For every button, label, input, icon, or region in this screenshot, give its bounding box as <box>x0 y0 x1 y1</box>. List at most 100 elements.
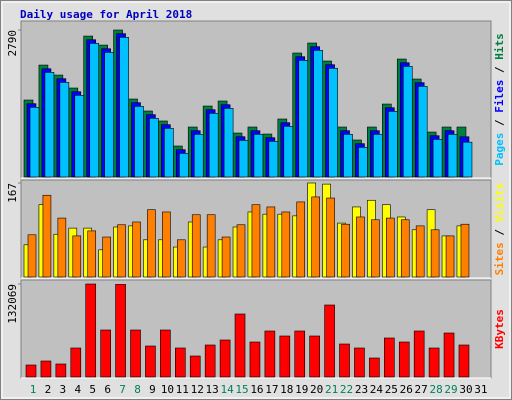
bar <box>443 332 455 378</box>
y-tick-label: 167 <box>6 183 19 203</box>
x-tick-label: 3 <box>60 383 67 396</box>
x-tick-label: 12 <box>191 383 204 396</box>
x-tick-label: 13 <box>206 383 219 396</box>
x-tick-label: 28 <box>429 383 442 396</box>
bar <box>413 330 425 378</box>
y-tick-label: 132069 <box>6 284 19 324</box>
bar <box>42 194 52 278</box>
legend-separator: / <box>493 113 506 133</box>
x-tick-label: 5 <box>89 383 96 396</box>
x-tick-label: 11 <box>176 383 189 396</box>
bar <box>369 357 380 378</box>
x-tick-label: 1 <box>30 383 37 396</box>
bar <box>104 52 114 178</box>
bar <box>130 329 141 378</box>
bar <box>400 219 410 278</box>
x-tick-label: 4 <box>74 383 81 396</box>
bar <box>458 344 470 378</box>
legend-entry: Sites <box>493 242 506 275</box>
x-tick-label: 19 <box>295 383 308 396</box>
bar <box>132 221 141 278</box>
bar <box>402 66 413 178</box>
x-tick-label: 22 <box>340 383 353 396</box>
bar <box>85 283 97 378</box>
bar <box>428 347 440 378</box>
bar <box>373 134 383 178</box>
bar <box>57 217 67 278</box>
bar <box>44 72 55 178</box>
bar <box>462 141 473 178</box>
legend-entry: KBytes <box>493 309 506 349</box>
bar <box>324 304 335 378</box>
legend-entry: Files <box>493 80 506 113</box>
bar <box>283 126 294 178</box>
bar <box>219 339 231 378</box>
x-tick-label: 9 <box>149 383 156 396</box>
bar <box>177 239 186 278</box>
bar <box>356 216 365 278</box>
x-tick-label: 23 <box>355 383 368 396</box>
bar <box>253 134 264 178</box>
bar <box>29 107 40 178</box>
x-tick-label: 29 <box>444 383 457 396</box>
x-tick-label: 10 <box>161 383 174 396</box>
bar <box>294 330 306 378</box>
x-tick-label: 30 <box>459 383 472 396</box>
x-tick-label: 31 <box>474 383 487 396</box>
bar <box>460 223 470 278</box>
legend: Sites / Visits <box>493 183 506 276</box>
legend-separator: / <box>493 60 506 80</box>
bar <box>27 234 37 278</box>
bar <box>311 196 320 278</box>
bar <box>384 337 395 378</box>
bar <box>343 134 353 178</box>
bar <box>162 211 171 278</box>
bar <box>328 68 338 178</box>
bar <box>354 347 365 378</box>
bar <box>432 139 443 178</box>
bar <box>238 140 249 178</box>
bar <box>189 355 201 378</box>
legend-entry: Hits <box>493 33 506 60</box>
bar <box>191 214 201 278</box>
bar <box>313 50 323 178</box>
bar <box>206 214 216 278</box>
x-tick-label: 7 <box>119 383 126 396</box>
bar <box>55 363 67 378</box>
bar <box>145 345 156 378</box>
bar <box>447 134 458 178</box>
x-tick-label: 20 <box>310 383 323 396</box>
x-tick-label: 6 <box>104 383 111 396</box>
bar <box>398 341 410 378</box>
bar <box>134 106 144 178</box>
x-tick-label: 17 <box>265 383 278 396</box>
bar <box>25 364 37 378</box>
bar <box>74 95 85 178</box>
bar <box>70 347 82 378</box>
bar <box>326 197 335 278</box>
bar <box>117 224 126 278</box>
bar <box>119 37 129 178</box>
bar <box>388 111 398 178</box>
legend-entry: Pages <box>493 133 506 166</box>
bar <box>309 335 320 378</box>
bar <box>59 82 70 178</box>
x-tick-label: 24 <box>370 383 384 396</box>
x-tick-label: 14 <box>220 383 234 396</box>
bar <box>339 343 350 378</box>
bar <box>175 347 186 378</box>
bar <box>160 329 171 378</box>
bar <box>341 223 350 278</box>
bar <box>179 153 189 178</box>
x-tick-label: 8 <box>134 383 141 396</box>
bar <box>204 344 216 378</box>
bar <box>358 147 368 178</box>
bar <box>417 86 428 178</box>
legend-separator: / <box>493 222 506 242</box>
bar <box>430 229 440 278</box>
legend-entry: Visits <box>493 183 506 223</box>
x-tick-label: 21 <box>325 383 338 396</box>
bar <box>149 118 159 178</box>
